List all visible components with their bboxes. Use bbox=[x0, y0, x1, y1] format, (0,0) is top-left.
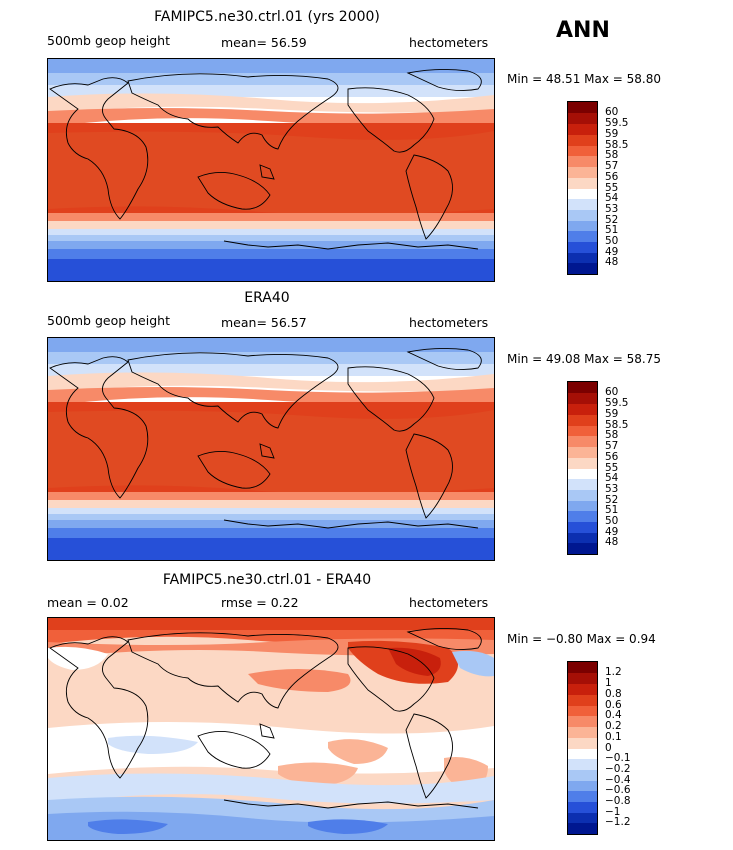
panel3-colorbar-ticks: 1.2 1 0.8 0.6 0.4 0.2 0.1 0 −0.1 −0.2 −0… bbox=[605, 661, 645, 833]
panel2-tick: 53 bbox=[605, 483, 619, 495]
panel3-tick: −0.1 bbox=[605, 752, 631, 764]
panel2-contour-map bbox=[48, 338, 494, 560]
panel2-tick: 57 bbox=[605, 440, 619, 452]
panel3-rmse-label: rmse = 0.22 bbox=[221, 595, 299, 610]
panel2-tick: 59.5 bbox=[605, 397, 629, 409]
panel1-tick: 53 bbox=[605, 203, 619, 215]
panel3-tick: 0.6 bbox=[605, 699, 622, 711]
panel1-tick: 49 bbox=[605, 246, 619, 258]
panel3-tick: 0 bbox=[605, 742, 612, 754]
panel3-contour-map bbox=[48, 618, 494, 840]
panel2-mean-label: mean= 56.57 bbox=[221, 315, 307, 330]
panel2-tick: 51 bbox=[605, 504, 619, 516]
panel2-tick: 48 bbox=[605, 536, 619, 548]
panel1-left-label: 500mb geop height bbox=[47, 33, 170, 48]
panel3-mean-label: mean = 0.02 bbox=[47, 595, 129, 610]
panel1-tick: 59 bbox=[605, 128, 619, 140]
panel1-tick: 56 bbox=[605, 171, 619, 183]
panel2-title: ERA40 bbox=[244, 290, 290, 306]
panel3-tick: −0.6 bbox=[605, 784, 631, 796]
panel1-tick: 57 bbox=[605, 160, 619, 172]
panel3-title: FAMIPC5.ne30.ctrl.01 - ERA40 bbox=[162, 572, 372, 588]
panel2-map bbox=[47, 337, 495, 561]
panel2-tick: 58.5 bbox=[605, 419, 629, 431]
panel3-tick: 0.4 bbox=[605, 709, 622, 721]
panel2-tick: 49 bbox=[605, 526, 619, 538]
panel2-left-label: 500mb geop height bbox=[47, 313, 170, 328]
panel2-tick: 60 bbox=[605, 386, 619, 398]
panel2-colorbar bbox=[567, 381, 598, 555]
panel3-tick: −1.2 bbox=[605, 816, 631, 828]
panel1-map bbox=[47, 58, 495, 282]
panel1-units-label: hectometers bbox=[409, 35, 489, 50]
panel1-tick: 55 bbox=[605, 182, 619, 194]
panel2-minmax: Min = 49.08 Max = 58.75 bbox=[507, 352, 661, 366]
panel1-tick: 59.5 bbox=[605, 117, 629, 129]
panel1-contour-map bbox=[48, 59, 494, 281]
panel3-tick: −1 bbox=[605, 806, 621, 818]
panel3-tick: 0.1 bbox=[605, 731, 622, 743]
panel2-tick: 59 bbox=[605, 408, 619, 420]
panel3-tick: 1.2 bbox=[605, 666, 622, 678]
panel2-tick: 58 bbox=[605, 429, 619, 441]
panel1-title: FAMIPC5.ne30.ctrl.01 (yrs 2000) bbox=[154, 9, 380, 25]
panel3-tick: 0.2 bbox=[605, 720, 622, 732]
panel2-colorbar-ticks: 60 59.5 59 58.5 58 57 56 55 54 53 52 51 … bbox=[605, 381, 645, 553]
panel1-tick: 51 bbox=[605, 224, 619, 236]
panel1-tick: 52 bbox=[605, 214, 619, 226]
panel3-units-label: hectometers bbox=[409, 595, 489, 610]
panel3-tick: 0.8 bbox=[605, 688, 622, 700]
panel2-tick: 52 bbox=[605, 494, 619, 506]
panel1-colorbar bbox=[567, 101, 598, 275]
panel2-tick: 55 bbox=[605, 462, 619, 474]
panel1-tick: 58 bbox=[605, 149, 619, 161]
panel1-tick: 58.5 bbox=[605, 139, 629, 151]
panel1-tick: 60 bbox=[605, 106, 619, 118]
panel1-minmax: Min = 48.51 Max = 58.80 bbox=[507, 72, 661, 86]
panel3-tick: −0.8 bbox=[605, 795, 631, 807]
panel2-tick: 50 bbox=[605, 515, 619, 527]
panel1-tick: 50 bbox=[605, 235, 619, 247]
panel3-colorbar bbox=[567, 661, 598, 835]
panel3-tick: −0.2 bbox=[605, 763, 631, 775]
panel1-mean-label: mean= 56.59 bbox=[221, 35, 307, 50]
panel2-units-label: hectometers bbox=[409, 315, 489, 330]
panel1-tick: 54 bbox=[605, 192, 619, 204]
panel1-tick: 48 bbox=[605, 256, 619, 268]
panel3-map bbox=[47, 617, 495, 841]
panel2-tick: 54 bbox=[605, 472, 619, 484]
season-label: ANN bbox=[556, 18, 610, 43]
panel2-tick: 56 bbox=[605, 451, 619, 463]
panel3-tick: 1 bbox=[605, 677, 612, 689]
panel3-minmax: Min = −0.80 Max = 0.94 bbox=[507, 632, 656, 646]
panel3-tick: −0.4 bbox=[605, 774, 631, 786]
panel1-colorbar-ticks: 60 59.5 59 58.5 58 57 56 55 54 53 52 51 … bbox=[605, 101, 645, 273]
